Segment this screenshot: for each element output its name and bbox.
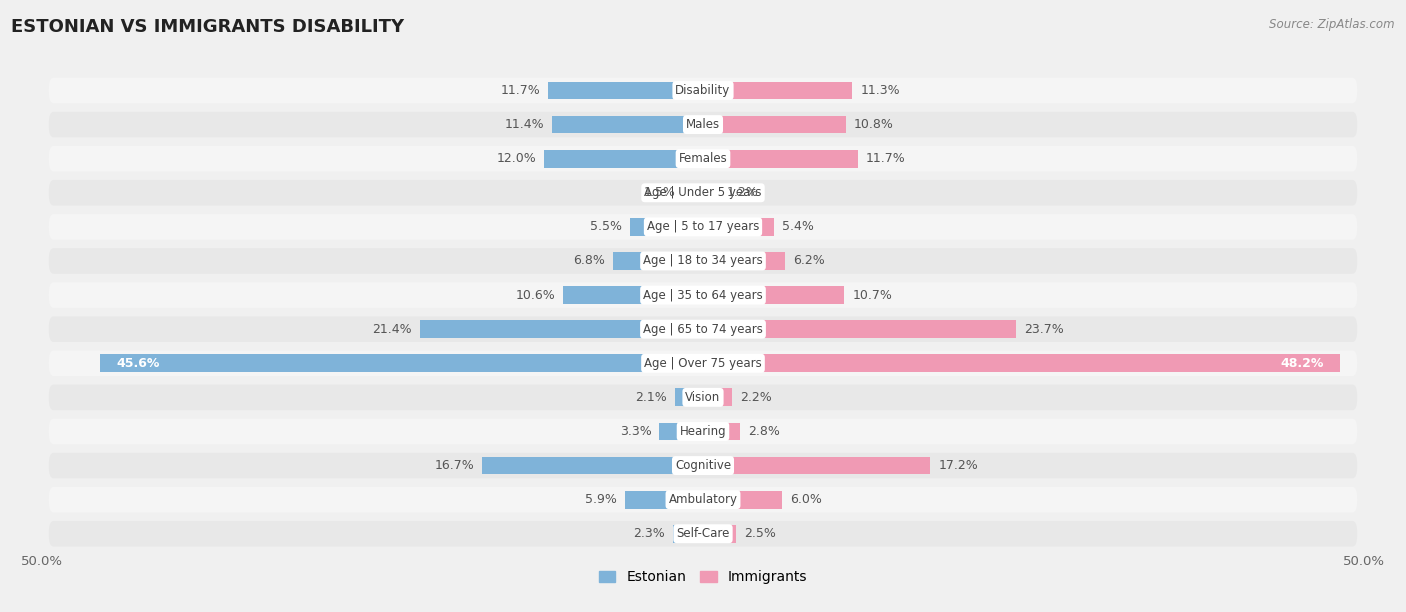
Text: 3.3%: 3.3%	[620, 425, 651, 438]
Bar	[703, 286, 845, 304]
Text: 23.7%: 23.7%	[1024, 323, 1064, 335]
Text: 45.6%: 45.6%	[117, 357, 159, 370]
Text: 17.2%: 17.2%	[938, 459, 979, 472]
Bar	[675, 389, 703, 406]
FancyBboxPatch shape	[49, 248, 1357, 274]
Text: 5.4%: 5.4%	[782, 220, 814, 233]
Text: Vision: Vision	[685, 391, 721, 404]
Bar	[659, 423, 703, 440]
Text: 5.5%: 5.5%	[591, 220, 623, 233]
Text: 2.3%: 2.3%	[633, 528, 665, 540]
FancyBboxPatch shape	[49, 146, 1357, 171]
Text: Females: Females	[679, 152, 727, 165]
Bar	[548, 81, 703, 99]
Bar	[703, 184, 718, 201]
FancyBboxPatch shape	[49, 384, 1357, 410]
FancyBboxPatch shape	[49, 214, 1357, 240]
Text: Hearing: Hearing	[679, 425, 727, 438]
Text: 16.7%: 16.7%	[434, 459, 474, 472]
Text: Age | 5 to 17 years: Age | 5 to 17 years	[647, 220, 759, 233]
Bar	[703, 150, 858, 168]
Text: 6.0%: 6.0%	[790, 493, 823, 506]
Text: 11.3%: 11.3%	[860, 84, 900, 97]
Text: 11.4%: 11.4%	[505, 118, 544, 131]
Bar	[703, 389, 733, 406]
Bar	[562, 286, 703, 304]
Text: Age | 35 to 64 years: Age | 35 to 64 years	[643, 289, 763, 302]
FancyBboxPatch shape	[49, 487, 1357, 512]
Bar	[626, 491, 703, 509]
Text: Age | Over 75 years: Age | Over 75 years	[644, 357, 762, 370]
Bar	[703, 81, 852, 99]
FancyBboxPatch shape	[49, 521, 1357, 547]
Bar	[703, 218, 775, 236]
Text: 1.2%: 1.2%	[727, 186, 759, 200]
Text: 10.6%: 10.6%	[515, 289, 555, 302]
Legend: Estonian, Immigrants: Estonian, Immigrants	[599, 570, 807, 584]
Text: Age | 65 to 74 years: Age | 65 to 74 years	[643, 323, 763, 335]
Text: 2.1%: 2.1%	[636, 391, 668, 404]
Text: 10.8%: 10.8%	[853, 118, 894, 131]
Text: 21.4%: 21.4%	[373, 323, 412, 335]
Text: 11.7%: 11.7%	[866, 152, 905, 165]
Text: 6.8%: 6.8%	[574, 255, 605, 267]
Bar	[703, 491, 782, 509]
Bar	[672, 525, 703, 543]
Text: 11.7%: 11.7%	[501, 84, 540, 97]
FancyBboxPatch shape	[49, 453, 1357, 479]
Bar	[100, 354, 703, 372]
Bar	[482, 457, 703, 474]
Bar	[613, 252, 703, 270]
Text: Self-Care: Self-Care	[676, 528, 730, 540]
Bar	[703, 423, 740, 440]
Bar	[703, 116, 846, 133]
Text: 5.9%: 5.9%	[585, 493, 617, 506]
Text: Disability: Disability	[675, 84, 731, 97]
FancyBboxPatch shape	[49, 419, 1357, 444]
Text: 2.2%: 2.2%	[740, 391, 772, 404]
Text: Source: ZipAtlas.com: Source: ZipAtlas.com	[1270, 18, 1395, 31]
Text: 2.8%: 2.8%	[748, 425, 780, 438]
FancyBboxPatch shape	[49, 351, 1357, 376]
Bar	[553, 116, 703, 133]
Bar	[703, 320, 1017, 338]
Bar	[703, 354, 1340, 372]
Text: Cognitive: Cognitive	[675, 459, 731, 472]
Text: Ambulatory: Ambulatory	[668, 493, 738, 506]
Bar	[544, 150, 703, 168]
FancyBboxPatch shape	[49, 316, 1357, 342]
Bar	[420, 320, 703, 338]
Text: 12.0%: 12.0%	[496, 152, 537, 165]
Text: Males: Males	[686, 118, 720, 131]
Text: Age | 18 to 34 years: Age | 18 to 34 years	[643, 255, 763, 267]
FancyBboxPatch shape	[49, 180, 1357, 206]
Text: 6.2%: 6.2%	[793, 255, 825, 267]
Text: Age | Under 5 years: Age | Under 5 years	[644, 186, 762, 200]
Bar	[630, 218, 703, 236]
FancyBboxPatch shape	[49, 282, 1357, 308]
Text: 1.5%: 1.5%	[644, 186, 675, 200]
Bar	[703, 525, 737, 543]
Text: 10.7%: 10.7%	[852, 289, 893, 302]
Text: ESTONIAN VS IMMIGRANTS DISABILITY: ESTONIAN VS IMMIGRANTS DISABILITY	[11, 18, 405, 36]
Bar	[703, 457, 931, 474]
FancyBboxPatch shape	[49, 112, 1357, 137]
Bar	[683, 184, 703, 201]
Bar	[703, 252, 785, 270]
FancyBboxPatch shape	[49, 78, 1357, 103]
Text: 48.2%: 48.2%	[1281, 357, 1324, 370]
Text: 2.5%: 2.5%	[744, 528, 776, 540]
